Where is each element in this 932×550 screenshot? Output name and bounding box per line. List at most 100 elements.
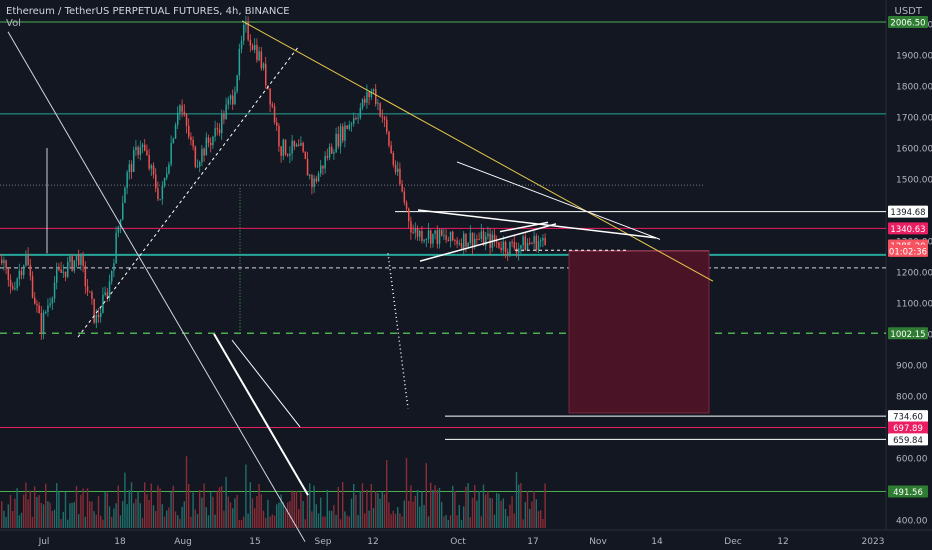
volume-bar <box>537 511 540 528</box>
time-tick-label: 14 <box>651 537 663 547</box>
candle-body <box>119 219 122 227</box>
price-badges: 2006.501394.681340.631285.2001:02:361002… <box>888 16 928 498</box>
volume-bar <box>328 510 331 528</box>
volume-bar <box>381 491 383 528</box>
candle-body <box>161 185 164 200</box>
candle-body <box>416 228 419 237</box>
candle-body <box>355 118 357 120</box>
candle-body <box>104 292 106 295</box>
candle-body <box>311 175 313 188</box>
volume-bar <box>12 511 14 528</box>
triangle-apex-line <box>499 221 549 233</box>
candle-body <box>82 255 84 266</box>
candle-body <box>271 104 274 107</box>
volume-bar <box>221 486 223 528</box>
price-tick-label: 1900.00 <box>896 52 932 62</box>
volume-bars <box>1 456 546 528</box>
volume-bar <box>392 510 394 528</box>
price-badge <box>888 421 928 434</box>
candle-body <box>408 208 410 222</box>
candle-body <box>75 254 78 261</box>
candle-body <box>414 228 417 233</box>
candle-body <box>97 314 100 317</box>
volume-bar <box>51 511 53 528</box>
candle-body <box>210 142 212 146</box>
volume-bar <box>91 501 93 528</box>
volume-bar <box>390 514 392 528</box>
candle-body <box>236 75 238 92</box>
volume-bar <box>372 508 375 528</box>
candle-body <box>502 241 505 251</box>
candle-body <box>357 117 359 119</box>
candle-body <box>324 156 326 169</box>
price-badge <box>888 16 928 28</box>
volume-bar <box>357 515 359 528</box>
volume-bar <box>139 503 141 528</box>
candle-body <box>454 239 456 241</box>
volume-bar <box>520 482 522 528</box>
candle-body <box>482 231 485 246</box>
volume-bar <box>196 513 199 528</box>
candle-body <box>361 99 364 108</box>
volume-bar <box>146 494 148 528</box>
volume-bar <box>16 488 18 528</box>
price-badge-label: 1394.68 <box>890 208 925 218</box>
candle-body <box>170 142 172 165</box>
chart-title: Ethereum / TetherUS PERPETUAL FUTURES, 4… <box>6 6 290 17</box>
volume-bar <box>243 516 245 528</box>
volume-bar <box>64 491 67 528</box>
candle-body <box>91 292 93 299</box>
candle-body <box>130 164 133 172</box>
volume-bar <box>267 499 269 528</box>
candle-body <box>5 260 7 269</box>
volume-bar <box>493 514 496 528</box>
price-badge <box>888 433 928 446</box>
candle-body <box>452 231 454 240</box>
candle-body <box>113 263 115 271</box>
volume-bar <box>152 505 155 528</box>
candle-body <box>322 165 324 169</box>
candle-body <box>278 125 280 147</box>
price-badge <box>888 410 928 423</box>
candle-body <box>192 140 194 147</box>
candle-body <box>445 235 447 240</box>
volume-bar <box>23 494 25 528</box>
volume-bar <box>344 511 346 528</box>
price-badge <box>888 205 928 218</box>
volume-bar <box>397 507 399 528</box>
candle-body <box>194 146 197 167</box>
candle-body <box>177 112 179 125</box>
volume-bar <box>432 490 434 528</box>
candle-body <box>399 168 401 184</box>
currency-label: USDT <box>894 6 922 17</box>
candle-body <box>383 117 386 120</box>
candle-body <box>227 99 230 105</box>
candle-body <box>284 139 287 155</box>
candle-body <box>42 312 45 334</box>
volume-bar <box>498 493 500 528</box>
horizontal-levels <box>0 21 886 492</box>
volume-bar <box>214 514 216 528</box>
volume-bar <box>58 491 60 528</box>
candle-body <box>331 146 333 154</box>
candle-body <box>265 63 267 86</box>
candle-body <box>315 178 318 182</box>
volume-bar <box>27 499 29 528</box>
candle-body <box>128 164 131 173</box>
candle-body <box>295 144 298 147</box>
volume-bar <box>480 516 482 528</box>
candle-body <box>544 238 546 245</box>
volume-bar <box>73 502 75 528</box>
volume-bar <box>190 516 192 528</box>
volume-bar <box>159 488 161 528</box>
candle-body <box>93 298 95 323</box>
volume-bar <box>513 513 515 528</box>
volume-bar <box>102 519 104 528</box>
volume-bar <box>526 491 529 528</box>
volume-bar <box>289 501 291 528</box>
volume-bar <box>278 502 280 528</box>
price-tick-label: 800.00 <box>896 392 928 402</box>
volume-bar <box>62 511 64 528</box>
volume-bar <box>346 515 348 528</box>
